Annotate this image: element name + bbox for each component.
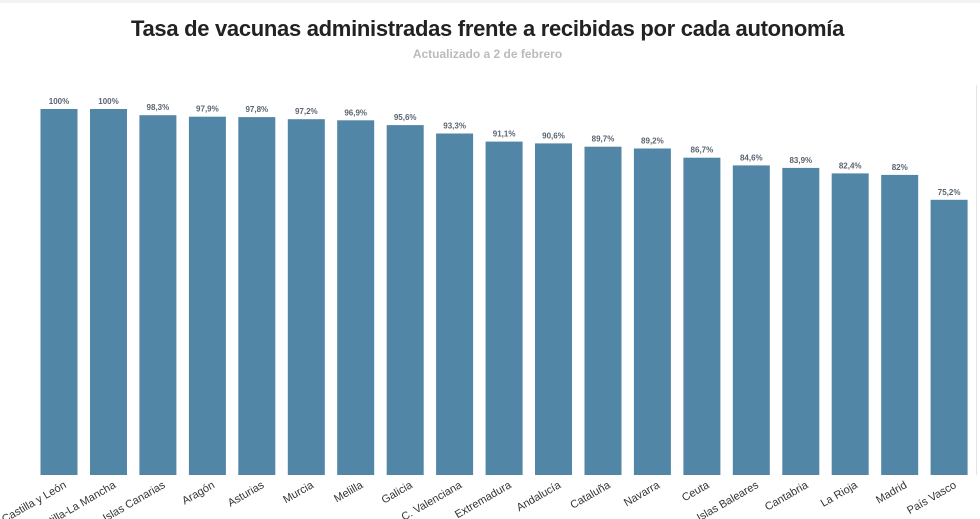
- value-label: 89,2%: [641, 137, 664, 146]
- top-border: [0, 0, 980, 3]
- bar-6: [287, 119, 325, 475]
- bar-16: [782, 167, 820, 475]
- bar-10: [485, 141, 523, 475]
- bar-12: [584, 146, 622, 475]
- value-label: 100%: [49, 97, 69, 106]
- value-label: 97,2%: [295, 107, 318, 116]
- category-label: Galicia: [380, 479, 416, 507]
- value-label: 98,3%: [147, 103, 170, 112]
- category-label: La Rioja: [819, 479, 861, 510]
- category-label: Cantabria: [763, 479, 811, 514]
- category-label: Asturias: [226, 479, 267, 510]
- bar-17: [831, 173, 869, 475]
- category-label: Melilla: [332, 479, 366, 505]
- value-label: 82,4%: [839, 161, 862, 170]
- chart-subtitle: Actualizado a 2 de febrero: [412, 47, 563, 61]
- value-label: 95,6%: [394, 113, 417, 122]
- value-label: 93,3%: [443, 122, 466, 131]
- category-label: País Vasco: [905, 479, 958, 517]
- bar-5: [238, 117, 276, 475]
- bar-1: [40, 109, 78, 475]
- value-label: 75,2%: [938, 188, 961, 197]
- bar-13: [633, 148, 671, 475]
- bar-3: [139, 115, 177, 475]
- category-label: Navarra: [622, 479, 663, 509]
- bar-9: [436, 133, 474, 475]
- value-label: 84,6%: [740, 153, 763, 162]
- value-label: 97,9%: [196, 105, 219, 114]
- category-label: Cataluña: [568, 479, 613, 512]
- bar-15: [732, 165, 770, 475]
- bar-19: [930, 199, 968, 476]
- value-label: 100%: [98, 97, 118, 106]
- value-label: 89,7%: [592, 135, 615, 144]
- value-label: 91,1%: [493, 130, 516, 139]
- chart-title: Tasa de vacunas administradas frente a r…: [130, 16, 845, 41]
- bar-11: [535, 143, 572, 475]
- bar-14: [683, 157, 721, 475]
- bar-7: [337, 120, 375, 476]
- category-label: Andalucía: [515, 479, 564, 514]
- value-label: 96,9%: [344, 108, 367, 117]
- right-divider: [976, 85, 977, 475]
- category-label: Madrid: [874, 479, 909, 506]
- category-label: Ceuta: [680, 479, 712, 505]
- category-label: Aragón: [180, 479, 217, 507]
- value-label: 83,9%: [789, 156, 812, 165]
- value-label: 86,7%: [691, 146, 714, 155]
- value-label: 97,8%: [245, 105, 268, 114]
- bar-4: [188, 116, 226, 475]
- bar-18: [881, 174, 919, 475]
- category-label: Murcia: [281, 479, 316, 506]
- category-label: Extremadura: [453, 479, 514, 519]
- value-label: 90,6%: [542, 131, 565, 140]
- bar-8: [386, 125, 424, 475]
- value-label: 82%: [892, 163, 908, 172]
- bar-2: [90, 109, 127, 475]
